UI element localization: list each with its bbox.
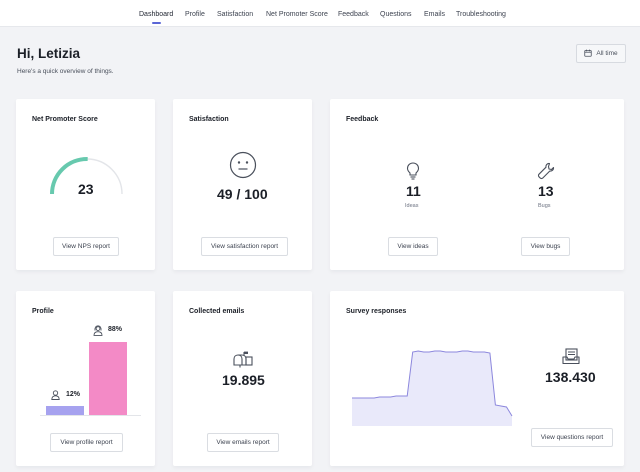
nav-tab-nps[interactable]: Net Promoter Score (266, 11, 328, 18)
survey-responses-count: 138.430 (545, 369, 596, 385)
view-profile-report-button[interactable]: View profile report (50, 433, 123, 452)
survey-responses-trend-chart (352, 350, 513, 426)
nav-tab-satisfaction[interactable]: Satisfaction (217, 11, 254, 18)
calendar-icon (584, 49, 592, 59)
neutral-face-icon (229, 151, 257, 179)
nps-gauge (50, 157, 123, 195)
top-navigation: Dashboard Profile Satisfaction Net Promo… (0, 0, 640, 27)
page-title: Hi, Letizia (17, 46, 81, 61)
time-filter-button[interactable]: All time (576, 44, 626, 63)
nav-tab-troubleshooting[interactable]: Troubleshooting (456, 11, 506, 18)
trend-area (352, 351, 512, 426)
bugs-label: Bugs (538, 203, 551, 209)
wrench-icon (537, 162, 555, 180)
view-satisfaction-report-button[interactable]: View satisfaction report (201, 237, 288, 256)
feedback-card-title: Feedback (346, 116, 379, 123)
ideas-label: Ideas (405, 203, 419, 209)
nav-tab-profile[interactable]: Profile (185, 11, 205, 18)
collected-emails-card: Collected emails 19.895 View emails repo… (173, 291, 312, 466)
view-ideas-button[interactable]: View ideas (388, 237, 438, 256)
nav-tab-emails[interactable]: Emails (424, 11, 446, 18)
view-questions-report-button[interactable]: View questions report (531, 428, 613, 447)
ideas-count: 11 (406, 183, 421, 199)
profile-bar-female (89, 341, 127, 415)
nav-tab-dashboard[interactable]: Dashboard (139, 11, 174, 18)
nav-tab-feedback[interactable]: Feedback (338, 11, 369, 18)
profile-card: Profile 12% 88% View profile report (16, 291, 155, 466)
active-tab-indicator (152, 22, 161, 24)
mailbox-icon (233, 351, 253, 368)
satisfaction-card-title: Satisfaction (189, 116, 229, 123)
profile-baseline (40, 415, 141, 416)
female-user-icon (93, 325, 103, 336)
nav-tab-questions[interactable]: Questions (380, 11, 412, 18)
survey-responses-card: Survey responses 138.430 View questions … (330, 291, 624, 466)
bugs-count: 13 (538, 183, 554, 199)
collected-emails-count: 19.895 (222, 372, 265, 388)
collected-emails-card-title: Collected emails (189, 308, 245, 315)
view-emails-report-button[interactable]: View emails report (207, 433, 279, 452)
page-subtitle: Here's a quick overview of things. (17, 68, 114, 75)
satisfaction-card: Satisfaction 49 / 100 View satisfaction … (173, 99, 312, 270)
survey-responses-card-title: Survey responses (346, 308, 407, 315)
satisfaction-score: 49 / 100 (217, 186, 268, 202)
male-user-icon (51, 390, 60, 400)
profile-bar-male (46, 406, 84, 415)
nps-card-title: Net Promoter Score (32, 116, 98, 123)
view-bugs-button[interactable]: View bugs (521, 237, 570, 256)
trend-line (352, 350, 513, 417)
feedback-card: Feedback 11 Ideas 13 Bugs View ideas Vie… (330, 99, 624, 270)
time-filter-label: All time (596, 50, 618, 57)
nps-card: Net Promoter Score 23 View NPS report (16, 99, 155, 270)
lightbulb-icon (406, 162, 420, 180)
nps-gauge-arc (50, 157, 88, 195)
nps-score: 23 (78, 181, 94, 197)
male-percentage: 12% (66, 391, 81, 398)
inbox-tray-icon (562, 348, 580, 365)
profile-card-title: Profile (32, 308, 54, 315)
female-percentage: 88% (108, 326, 123, 333)
view-nps-report-button[interactable]: View NPS report (53, 237, 119, 256)
